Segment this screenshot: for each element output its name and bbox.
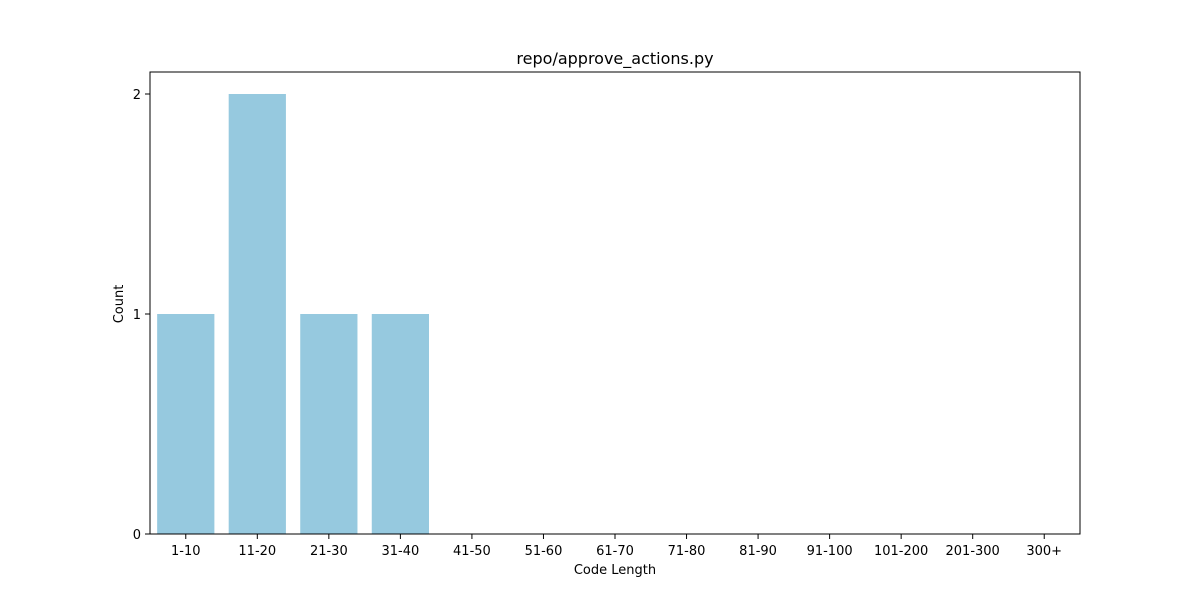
y-tick-label: 1 [133, 308, 141, 323]
x-tick-label: 201-300 [946, 544, 1000, 559]
x-tick-label: 71-80 [668, 544, 706, 559]
bar-11-20 [228, 94, 286, 534]
x-tick-label: 41-50 [453, 544, 491, 559]
bar-1-10 [157, 314, 215, 534]
y-axis-label: Count [112, 285, 127, 324]
x-axis: 1-10 11-20 21-30 31-40 41-50 51-60 61-70 71-80 8… [171, 534, 1062, 559]
y-tick-label: 0 [133, 528, 141, 543]
chart-title: repo/approve_actions.py [516, 49, 713, 69]
x-tick-label: 81-90 [739, 544, 777, 559]
x-tick-label: 1-10 [171, 544, 201, 559]
bars-layer [157, 94, 429, 534]
x-tick-label: 31-40 [381, 544, 419, 559]
bar-21-30 [300, 314, 358, 534]
x-tick-label: 101-200 [874, 544, 928, 559]
x-tick-label: 11-20 [238, 544, 276, 559]
y-tick-label: 2 [133, 88, 141, 103]
x-tick-label: 61-70 [596, 544, 634, 559]
x-axis-label: Code Length [574, 563, 656, 578]
y-axis: 0 1 2 [133, 88, 150, 543]
x-tick-label: 21-30 [310, 544, 348, 559]
bar-31-40 [371, 314, 429, 534]
x-tick-label: 91-100 [807, 544, 853, 559]
x-tick-label: 51-60 [525, 544, 563, 559]
x-tick-label: 300+ [1026, 544, 1062, 559]
